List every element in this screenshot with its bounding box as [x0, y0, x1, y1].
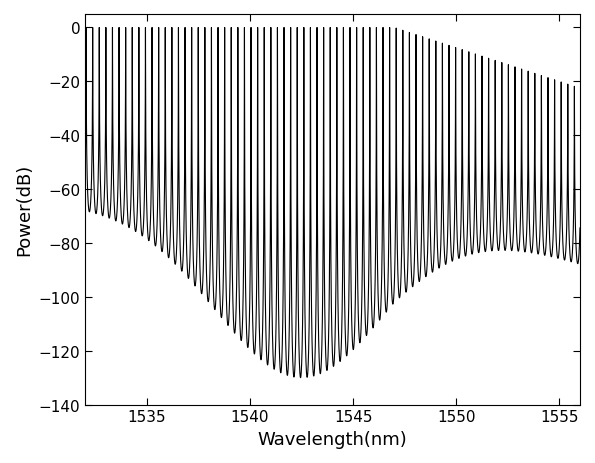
Y-axis label: Power(dB): Power(dB) [15, 164, 33, 256]
X-axis label: Wavelength(nm): Wavelength(nm) [258, 430, 408, 448]
